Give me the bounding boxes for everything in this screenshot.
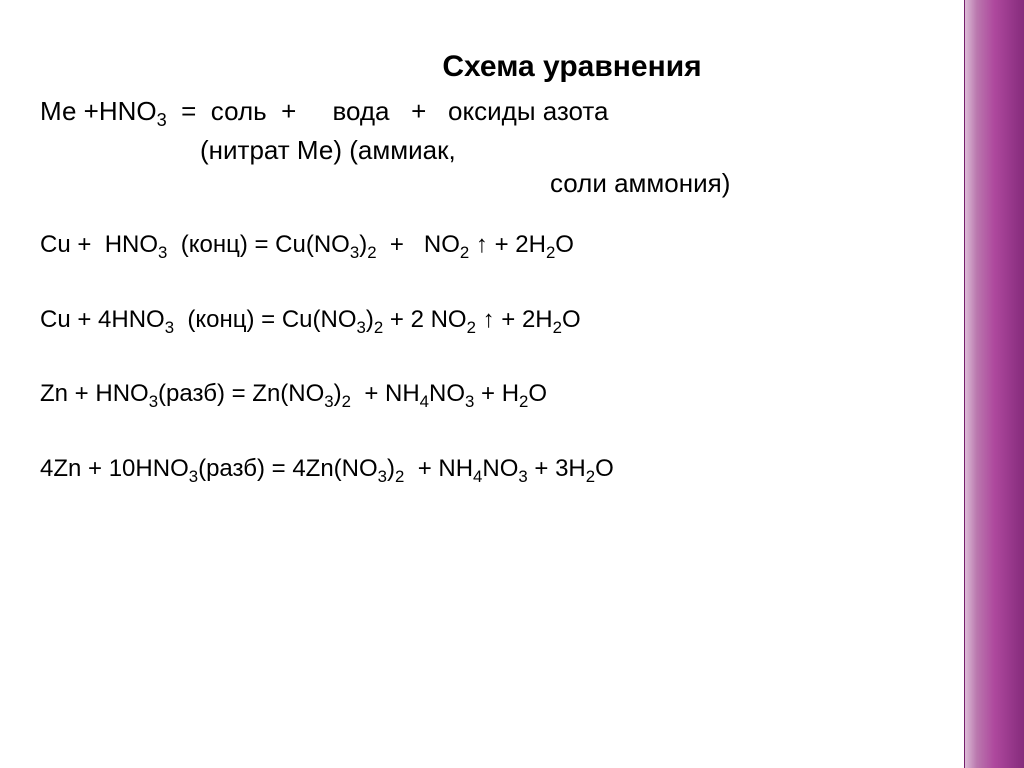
equation-4: 4Zn + 10HNO3(разб) = 4Zn(NO3)2 + NH4NO3 … — [40, 453, 944, 488]
slide-title: Схема уравнения — [200, 50, 944, 84]
scheme-line-2: (нитрат Ме) (аммиак, — [200, 135, 944, 166]
scheme-line-1: Ме +HNO3 = соль + вода + оксиды азота — [40, 96, 944, 131]
scheme-text-1: Ме +HNO3 = соль + вода + оксиды азота — [40, 96, 609, 126]
slide-container: Схема уравнения Ме +HNO3 = соль + вода +… — [0, 0, 1024, 768]
scheme-line-3: соли аммония) — [550, 168, 944, 199]
equation-1: Cu + HNO3 (конц) = Сu(NO3)2 + NO2 ↑ + 2Н… — [40, 229, 944, 264]
equation-2: Cu + 4HNO3 (конц) = Сu(NO3)2 + 2 NO2 ↑ +… — [40, 304, 944, 339]
content-area: Схема уравнения Ме +HNO3 = соль + вода +… — [0, 0, 964, 768]
decorative-sidebar — [964, 0, 1024, 768]
equation-3: Zn + HNO3(разб) = Zn(NO3)2 + NH4NO3 + Н2… — [40, 378, 944, 413]
